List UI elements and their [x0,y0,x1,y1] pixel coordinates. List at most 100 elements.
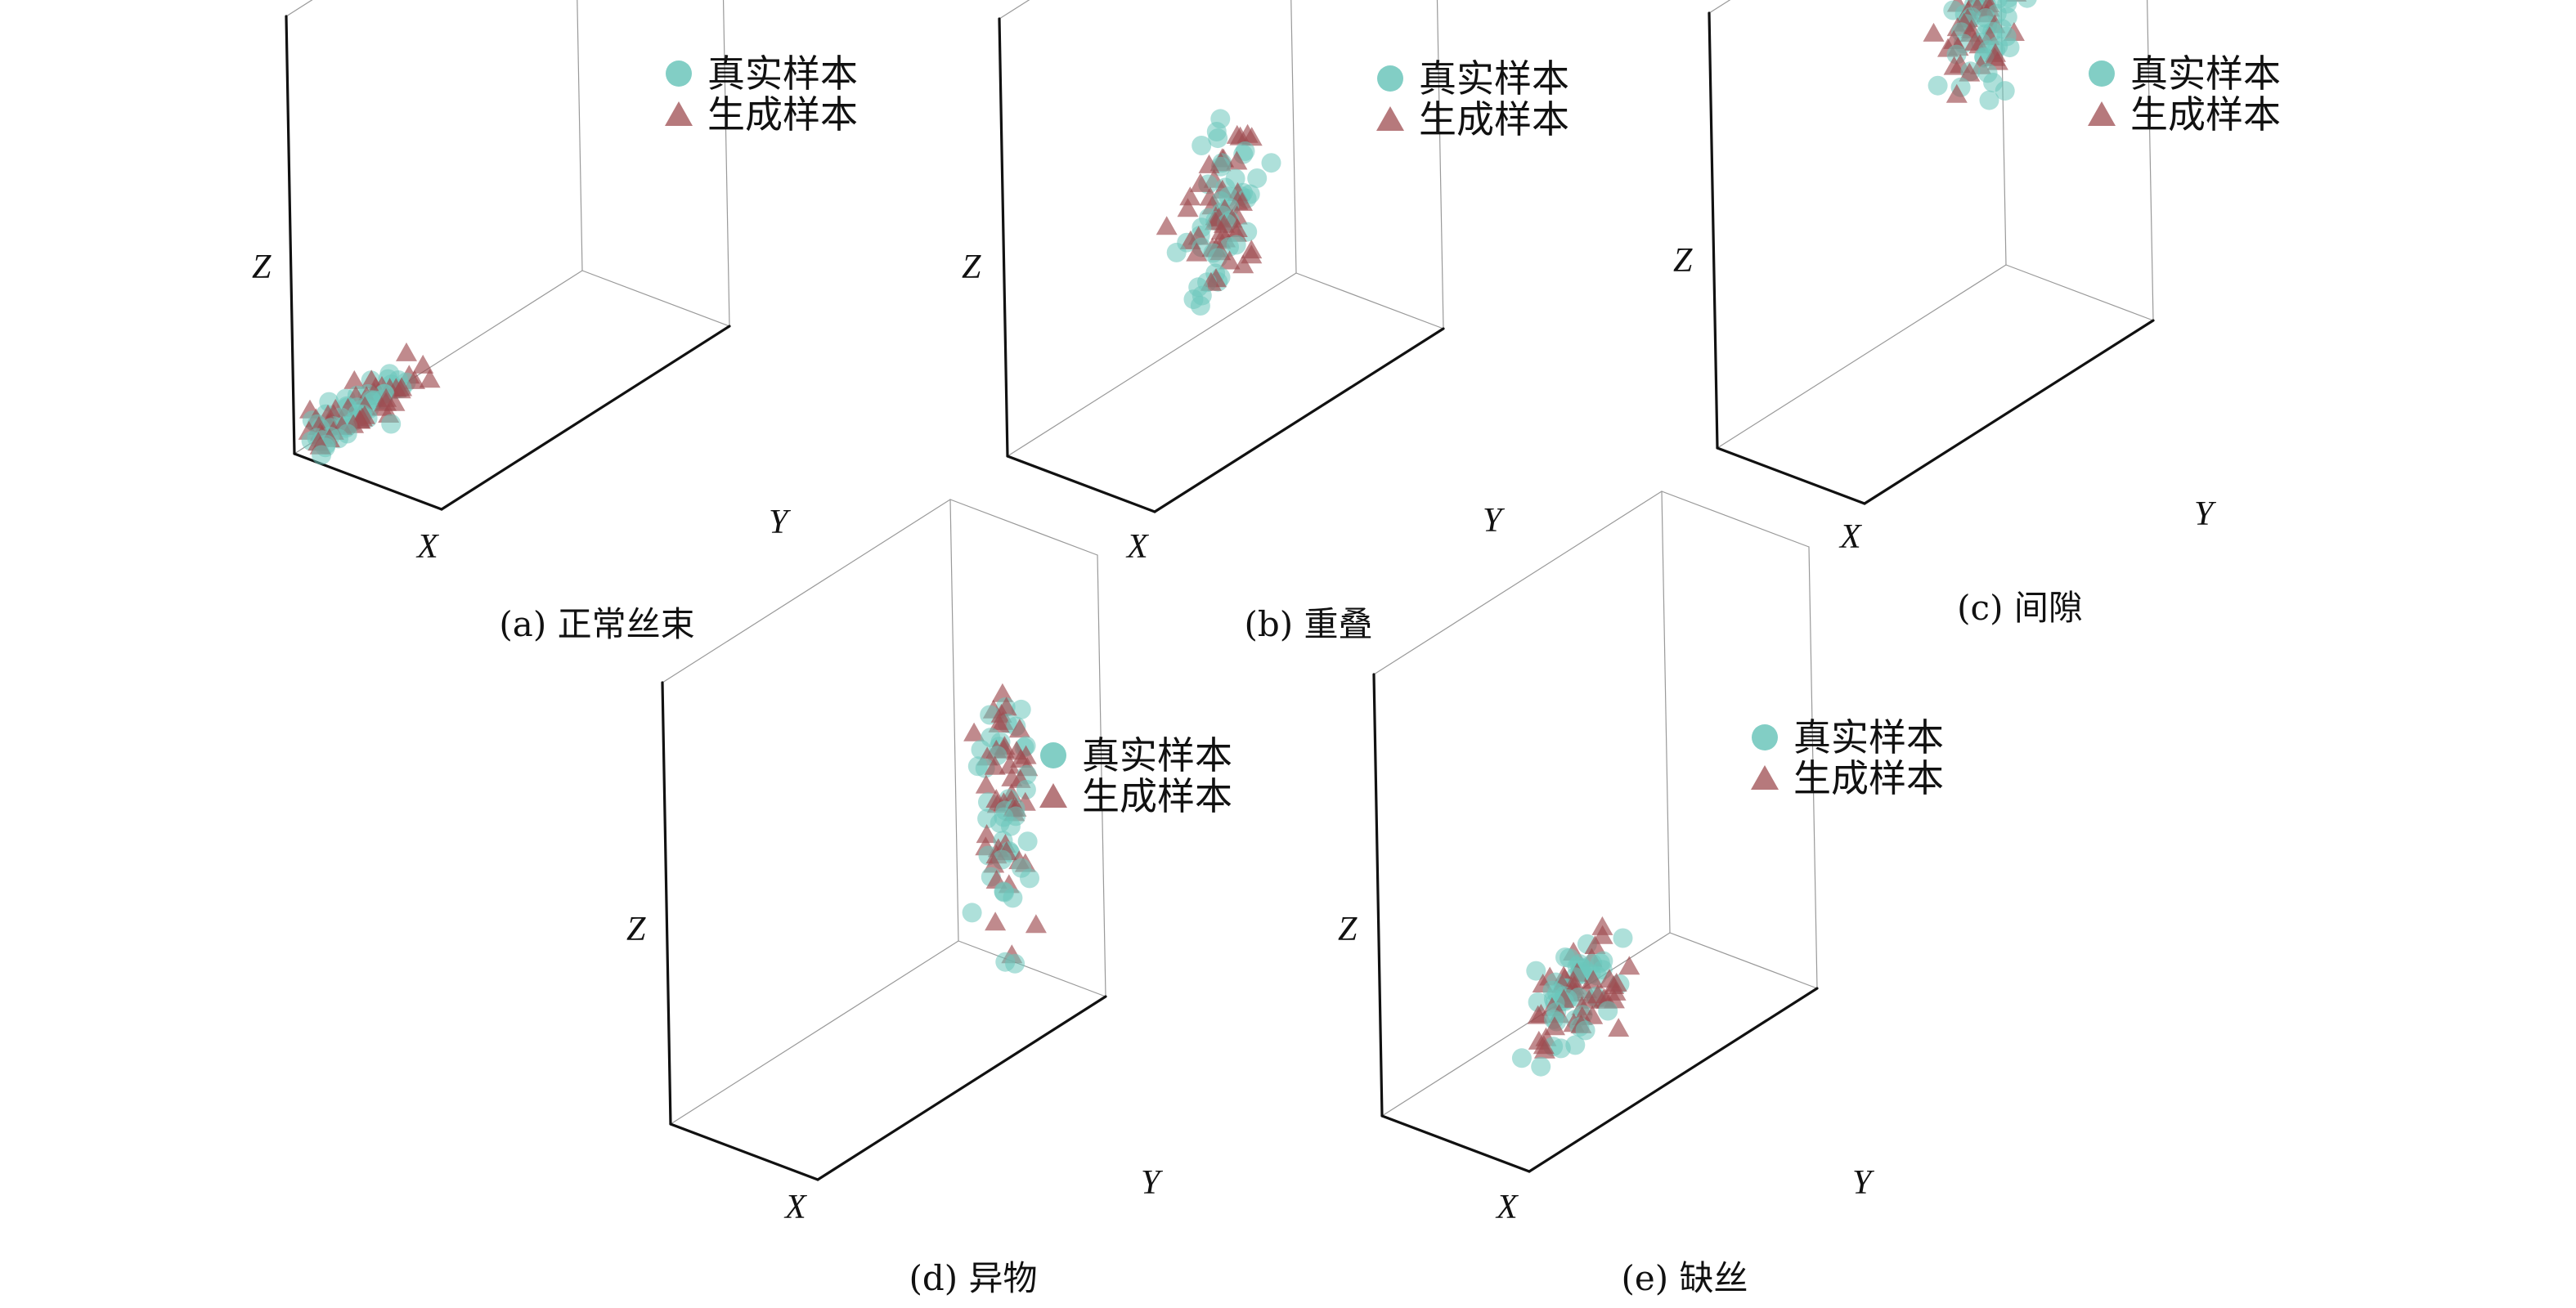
y-axis-label: Y [1141,1164,1164,1202]
back-right-vertical-edge [1097,554,1106,997]
legend-generated-label: 生成样本 [1082,774,1232,818]
generated-sample-point [1584,935,1606,954]
legend: 真实样本 生成样本 [1039,733,1232,818]
left-floor-edge [1007,272,1297,457]
legend-real-marker [666,60,692,87]
chart-svg: X Y Z 真实样本 生成样本 [1673,0,2281,556]
legend-generated-marker [665,101,693,126]
chart-svg: X Y Z 真实样本 生成样本 [626,499,1232,1226]
real-sample-point [1190,296,1210,316]
real-sample-point [1613,928,1633,948]
generated-sample-point [975,774,997,794]
generated-sample-point [1544,1016,1565,1036]
generated-sample-point [343,370,366,389]
generated-sample-point [1604,981,1627,1001]
x-axis-label: X [1495,1189,1519,1226]
y-axis-line [1153,327,1445,513]
chart-svg: X Y Z 真实样本 生成样本 [1338,490,1944,1226]
legend-generated-label: 生成样本 [1419,97,1569,141]
back-bottom-edge [581,270,730,327]
back-top-edge [1661,490,1810,548]
real-sample-point [1575,1020,1595,1041]
generated-sample-point [976,824,998,844]
left-floor-edge [1717,264,2007,449]
y-axis-line [1528,987,1819,1173]
y-axis-label: Y [2194,495,2217,533]
generated-sample-point [1959,62,1981,82]
generated-sample-point [1189,172,1211,192]
x-axis-label: X [415,528,440,566]
real-sample-point [1979,90,1999,110]
real-sample-point [1995,81,2015,101]
z-axis-line [285,15,296,455]
y-axis-line [816,995,1107,1181]
legend-real-label: 真实样本 [707,52,858,96]
left-top-edge [999,0,1030,20]
x-axis-line [1006,455,1156,513]
real-sample-point [1551,1038,1571,1059]
real-sample-point [1005,953,1025,974]
generated-sample-point [985,912,1007,931]
panel-b: X Y Z 真实样本 生成样本 (b) 重叠 [957,0,1660,654]
real-sample-point [312,445,332,465]
generated-sample-point [1218,250,1241,270]
generated-sample-point [1241,127,1263,146]
z-axis-line [998,17,1009,458]
z-axis-label: Z [626,911,646,948]
generated-sample-point [1945,83,1968,103]
generated-sample-point [991,683,1013,702]
z-axis-line [1708,11,1719,450]
back-left-vertical-edge [577,0,583,271]
left-floor-edge [670,940,959,1125]
generated-sample-point [1177,198,1199,217]
x-axis-label: X [783,1189,808,1226]
axes-box [998,0,1445,513]
legend-generated-marker [1039,783,1067,808]
legend-real-marker [2089,60,2115,87]
generated-sample-point [1232,254,1254,274]
back-left-vertical-edge [1290,0,1297,274]
y-axis-label: Y [769,504,792,541]
legend-real-label: 真实样本 [1419,56,1569,101]
left-top-edge [285,0,313,17]
points-layer [1156,109,1281,316]
z-axis-line [1372,673,1384,1118]
generated-sample-point [1186,242,1208,262]
generated-sample-point [1226,150,1248,170]
z-axis-label: Z [1338,911,1358,948]
back-right-vertical-edge [1436,0,1444,329]
generated-sample-point [1241,244,1263,264]
panel-a: X Y Z 真实样本 生成样本 (a) 正常丝束 [245,0,949,654]
generated-sample-point [1527,1005,1549,1024]
real-sample-point [1192,136,1212,155]
y-axis-line [1863,319,2155,505]
back-left-vertical-edge [1661,490,1671,934]
legend: 真实样本 生成样本 [2088,52,2281,137]
generated-sample-point [1008,719,1030,738]
panel-caption: (e) 缺丝 [1621,1258,1748,1298]
real-sample-point [1016,779,1036,800]
points-layer [962,683,1047,974]
generated-sample-point [999,755,1021,774]
real-sample-point [1017,831,1038,852]
real-sample-point [1261,153,1281,173]
generated-sample-point [984,755,1006,775]
z-axis-line [661,681,672,1126]
real-sample-point [1166,242,1187,262]
real-sample-point [1003,888,1023,908]
generated-sample-point [396,342,417,361]
back-left-vertical-edge [949,499,959,942]
legend-generated-marker [1376,106,1404,131]
real-sample-point [381,414,402,434]
axes-box [1372,490,1819,1173]
legend-real-label: 真实样本 [1082,733,1232,777]
generated-sample-point [1198,154,1220,173]
panel-c: X Y Z 真实样本 生成样本 (c) 间隙 [1668,0,2372,654]
x-axis-label: X [1125,528,1150,566]
left-top-edge [1373,490,1663,675]
generated-sample-point [1179,186,1201,206]
x-axis-line [1716,446,1866,505]
left-floor-edge [1381,932,1671,1117]
real-sample-point [1511,1048,1532,1068]
legend: 真实样本 生成样本 [1751,715,1944,800]
